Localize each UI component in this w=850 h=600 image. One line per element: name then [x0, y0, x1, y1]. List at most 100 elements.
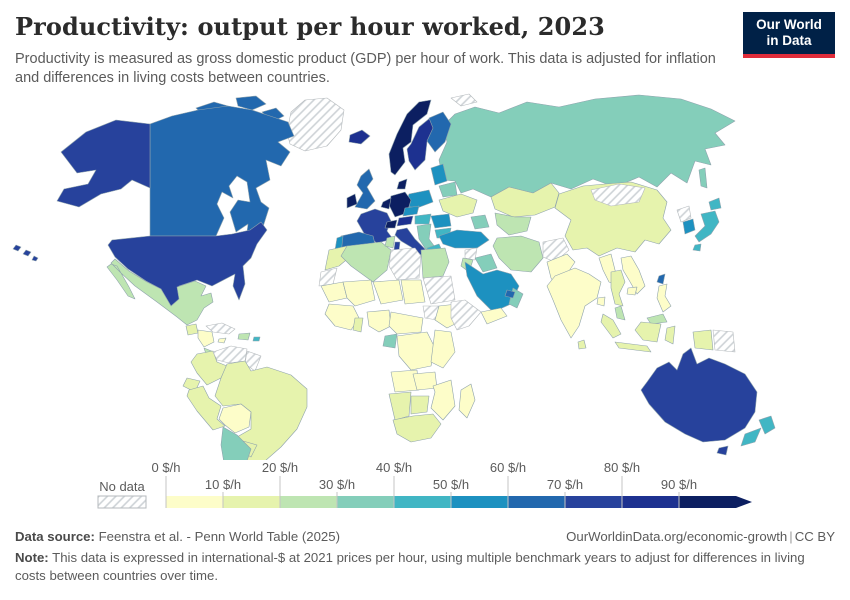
country-svalbard[interactable]	[450, 93, 478, 107]
country-new-zealand[interactable]	[740, 415, 776, 447]
country-sweden[interactable]	[406, 117, 436, 171]
legend-bin-swatch[interactable]	[508, 496, 565, 508]
country-kenya-tanzania[interactable]	[430, 329, 456, 369]
country-brazil[interactable]	[214, 360, 308, 460]
country-mozambique-zimbabwe[interactable]	[430, 379, 456, 421]
legend-bin-swatch[interactable]	[622, 496, 679, 508]
country-drc[interactable]	[396, 331, 436, 371]
legend-bin-swatch[interactable]	[565, 496, 622, 508]
country-japan[interactable]	[692, 197, 722, 252]
country-czechia[interactable]	[402, 205, 420, 217]
country-norway[interactable]	[388, 99, 432, 176]
country-west-africa[interactable]	[324, 303, 360, 331]
country-mauritania[interactable]	[320, 281, 348, 303]
country-australia[interactable]	[640, 347, 758, 456]
country-romania[interactable]	[430, 213, 452, 229]
country-baltics[interactable]	[430, 163, 448, 186]
legend-bin-swatch[interactable]	[280, 496, 337, 508]
country-uae[interactable]	[504, 289, 516, 299]
country-vietnam-laos[interactable]	[620, 255, 646, 295]
country-egypt[interactable]	[420, 247, 450, 279]
legend-bin-swatch[interactable]	[337, 496, 394, 508]
country-jamaica[interactable]	[217, 337, 227, 344]
country-libya[interactable]	[388, 247, 422, 281]
country-benelux[interactable]	[380, 197, 392, 210]
country-alaska[interactable]	[56, 119, 151, 208]
legend-bin-swatch[interactable]	[451, 496, 508, 508]
country-mali[interactable]	[342, 279, 376, 307]
country-papua-new-guinea[interactable]	[712, 329, 736, 353]
country-yemen[interactable]	[480, 307, 508, 325]
country-united-states[interactable]	[107, 221, 268, 307]
country-puerto-rico[interactable]	[252, 336, 261, 342]
country-chile-argentina[interactable]	[220, 426, 269, 460]
country-ghana[interactable]	[352, 317, 364, 333]
country-bolivia[interactable]	[218, 403, 252, 434]
country-tunisia[interactable]	[384, 235, 396, 249]
origin-url[interactable]: OurWorldinData.org/economic-growth	[566, 529, 788, 544]
country-belarus[interactable]	[438, 181, 458, 198]
country-mexico[interactable]	[106, 258, 214, 326]
country-sri-lanka[interactable]	[577, 339, 587, 350]
country-mongolia[interactable]	[590, 183, 646, 207]
country-venezuela[interactable]	[212, 345, 248, 364]
country-hawaii[interactable]	[12, 244, 39, 262]
country-taiwan[interactable]	[656, 273, 666, 285]
country-india[interactable]	[546, 267, 602, 339]
legend-bin-swatch[interactable]	[394, 496, 451, 508]
country-south-korea[interactable]	[682, 218, 696, 235]
country-algeria[interactable]	[340, 241, 392, 283]
origin-link[interactable]: OurWorldinData.org/economic-growth | CC BY	[566, 528, 835, 546]
country-canada[interactable]	[149, 105, 295, 241]
legend-bin-swatch[interactable]	[679, 496, 736, 508]
country-somalia[interactable]	[450, 299, 482, 331]
country-hungary-slovakia[interactable]	[414, 213, 432, 225]
country-cuba[interactable]	[205, 322, 236, 335]
country-cambodia[interactable]	[626, 286, 638, 296]
legend-bin-swatch[interactable]	[166, 496, 223, 508]
license-label[interactable]: CC BY	[794, 529, 835, 544]
country-thailand[interactable]	[610, 269, 626, 307]
country-gabon[interactable]	[382, 333, 398, 349]
country-south-africa[interactable]	[392, 413, 442, 443]
country-switzerland[interactable]	[384, 219, 398, 229]
country-ireland[interactable]	[346, 193, 358, 209]
country-finland[interactable]	[426, 111, 452, 153]
country-hispaniola[interactable]	[237, 332, 251, 341]
legend-bin-swatch[interactable]	[223, 496, 280, 508]
country-bangladesh[interactable]	[596, 296, 606, 307]
country-united-kingdom[interactable]	[354, 168, 376, 210]
country-austria[interactable]	[396, 215, 414, 227]
country-iran[interactable]	[492, 235, 544, 273]
country-chad[interactable]	[400, 279, 426, 305]
country-nigeria[interactable]	[366, 309, 392, 333]
country-indonesia[interactable]	[600, 313, 714, 353]
country-iceland[interactable]	[348, 129, 371, 145]
country-niger[interactable]	[372, 279, 404, 305]
country-syria[interactable]	[464, 247, 478, 261]
country-ukraine[interactable]	[438, 193, 478, 218]
country-north-korea[interactable]	[676, 205, 692, 223]
country-philippines[interactable]	[656, 283, 672, 313]
country-iraq[interactable]	[474, 253, 498, 273]
country-madagascar[interactable]	[458, 383, 476, 419]
country-guatemala[interactable]	[185, 323, 199, 336]
owid-logo[interactable]: Our World in Data	[743, 12, 835, 58]
country-greenland[interactable]	[286, 97, 345, 152]
country-honduras-nicaragua[interactable]	[197, 329, 215, 348]
country-turkey[interactable]	[438, 229, 490, 249]
country-namibia[interactable]	[388, 391, 412, 421]
country-denmark[interactable]	[396, 178, 408, 190]
country-botswana[interactable]	[410, 395, 430, 415]
country-malaysia[interactable]	[614, 305, 668, 325]
country-sudan[interactable]	[422, 275, 456, 305]
origin-separator: |	[789, 529, 793, 544]
country-russia[interactable]	[438, 94, 736, 198]
legend-no-data-swatch[interactable]	[97, 495, 147, 509]
country-cameroon-car[interactable]	[388, 311, 424, 335]
country-uzbekistan-turkmenistan[interactable]	[494, 212, 532, 236]
country-caucasus[interactable]	[470, 214, 490, 230]
country-peru[interactable]	[186, 385, 226, 431]
country-china[interactable]	[554, 181, 672, 257]
